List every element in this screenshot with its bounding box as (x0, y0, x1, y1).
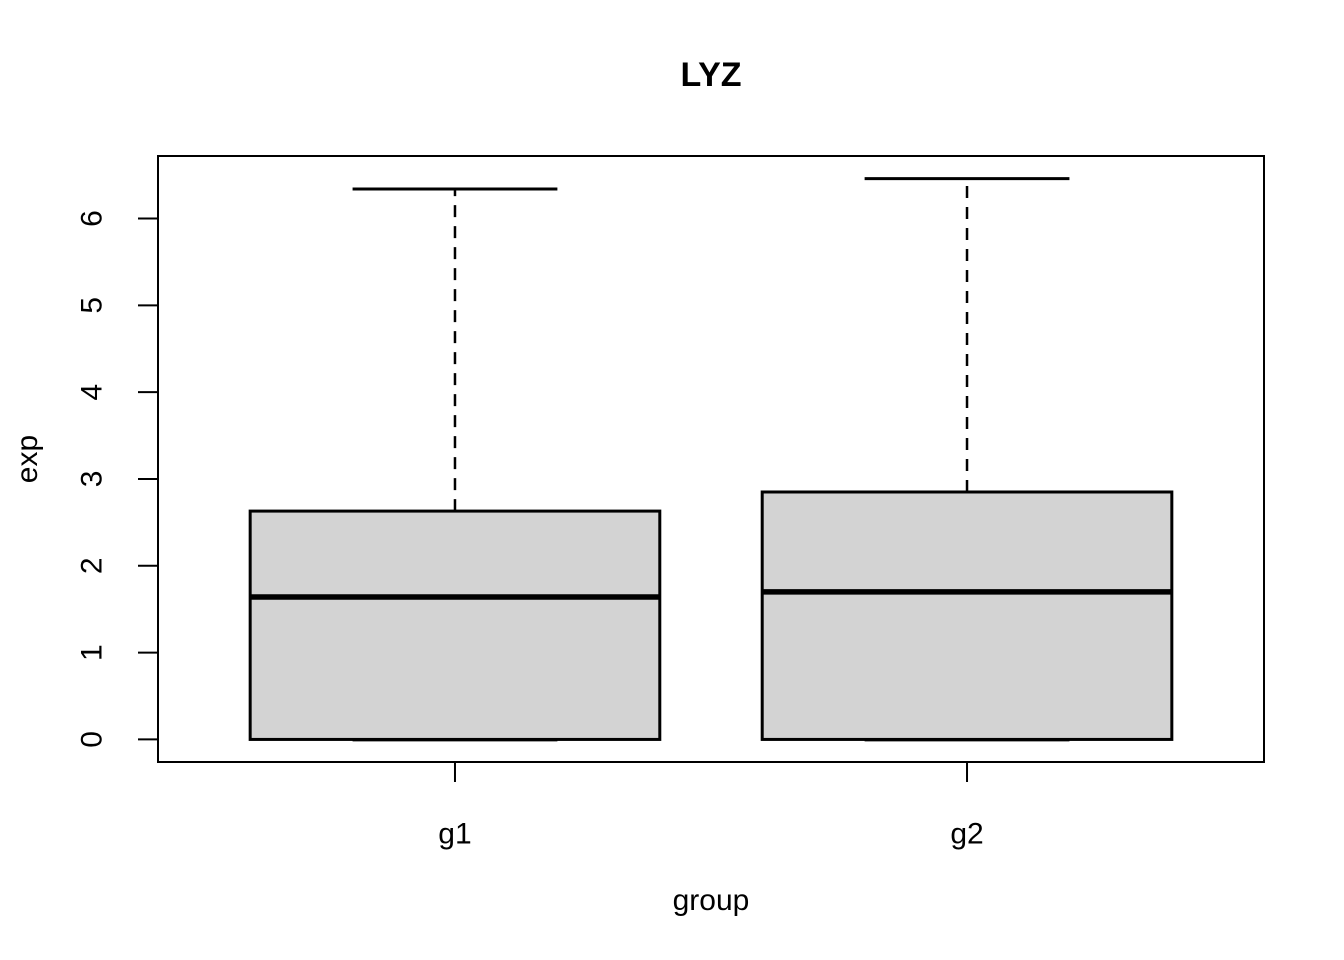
x-tick-label: g1 (438, 818, 471, 851)
y-tick-label: 0 (76, 731, 109, 748)
x-axis-label: group (672, 884, 750, 917)
y-tick-label: 3 (76, 471, 109, 488)
box-g1 (248, 509, 662, 741)
y-tick-label: 6 (76, 210, 109, 227)
box-g2 (760, 490, 1174, 741)
x-tick-label: g2 (950, 818, 983, 851)
plot-frame (157, 155, 1265, 763)
y-tick-label: 5 (76, 297, 109, 314)
y-tick-label: 4 (76, 384, 109, 401)
y-axis-label: exp (11, 434, 44, 484)
y-tick-label: 1 (76, 644, 109, 661)
chart-title: LYZ (680, 56, 742, 94)
y-tick-label: 2 (76, 557, 109, 574)
